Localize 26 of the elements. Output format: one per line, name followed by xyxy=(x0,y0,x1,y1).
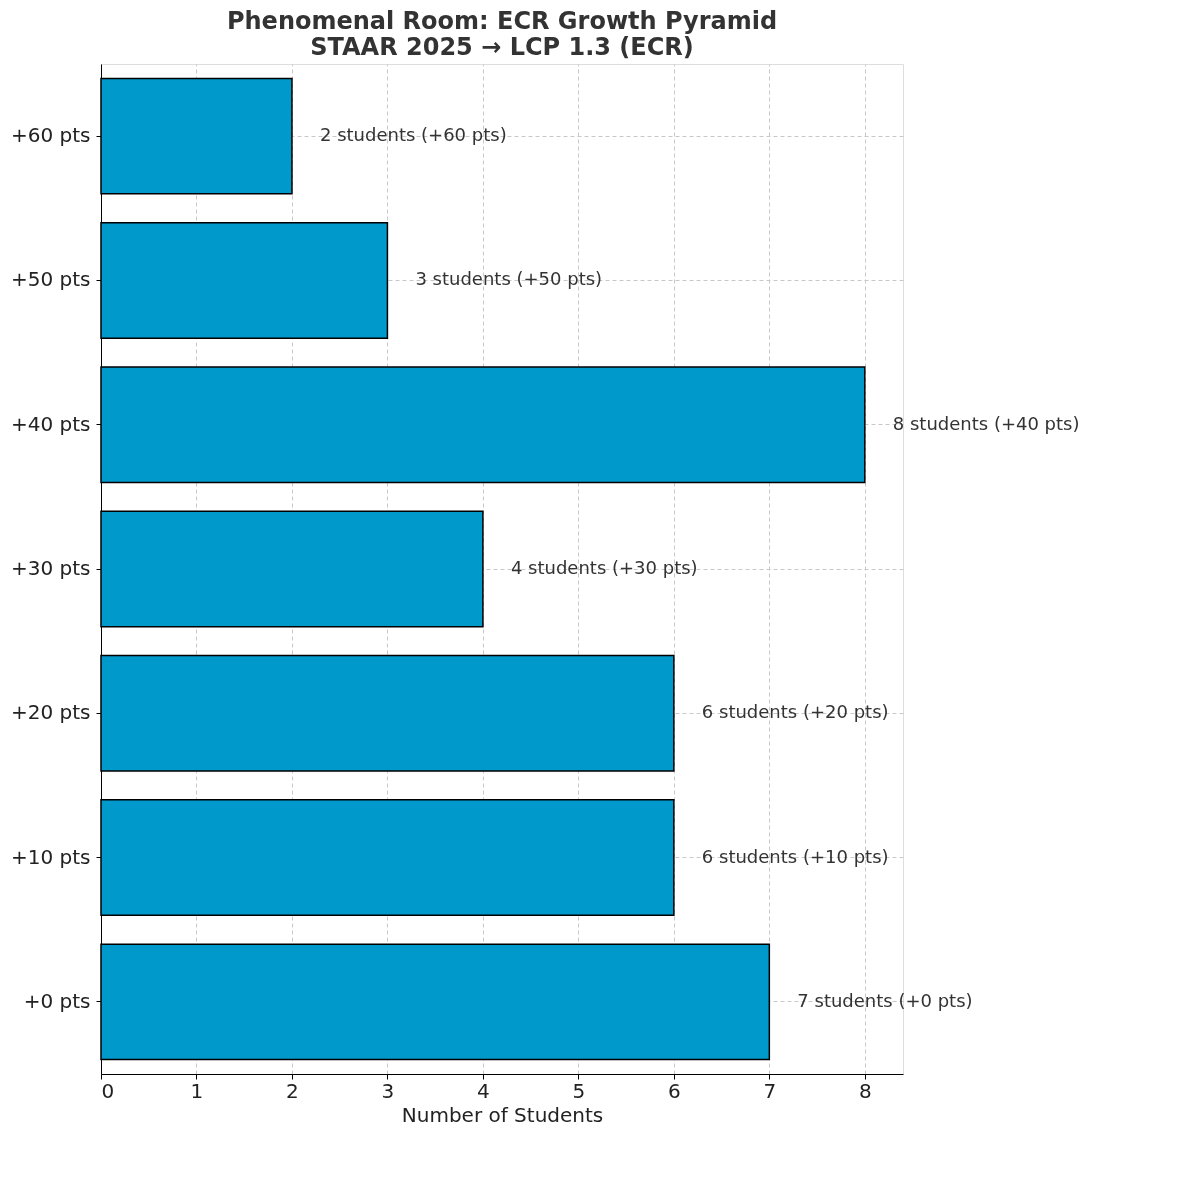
x-axis-title: Number of Students xyxy=(401,1102,604,1127)
data-label: 2 students (+60 pts) xyxy=(319,124,507,146)
x-tick-label: 3 xyxy=(381,1078,395,1103)
data-label: 6 students (+20 pts) xyxy=(701,701,889,723)
text: Phenomenal Room: ECR Growth Pyramid xyxy=(226,7,778,35)
data-label: 7 students (+0 pts) xyxy=(797,989,973,1011)
x-tick-label: 1 xyxy=(190,1078,204,1103)
x-tick-label: 0 xyxy=(101,1078,115,1103)
x-tick-label: 2 xyxy=(286,1078,299,1103)
y-tick-label: +40 pts xyxy=(10,411,91,436)
x-tick-label: 4 xyxy=(477,1078,490,1103)
y-tick-label: +20 pts xyxy=(10,700,91,725)
text: STAAR 2025 → LCP 1.3 (ECR) xyxy=(310,33,694,61)
data-label: 6 students (+10 pts) xyxy=(701,845,889,867)
x-tick-label: 5 xyxy=(572,1078,586,1103)
data-label: 4 students (+30 pts) xyxy=(510,557,698,578)
y-tick-label: +0 pts xyxy=(23,988,91,1013)
y-tick-label: +10 pts xyxy=(10,844,91,869)
data-label: 3 students (+50 pts) xyxy=(415,268,603,290)
x-tick-label: 8 xyxy=(858,1078,872,1103)
y-tick-label: +50 pts xyxy=(10,267,91,292)
y-tick-label: +60 pts xyxy=(10,123,91,148)
x-tick-label: 7 xyxy=(763,1078,777,1103)
data-label: 8 students (+40 pts) xyxy=(892,412,1080,434)
x-tick-label: 6 xyxy=(667,1078,681,1103)
y-tick-label: +30 pts xyxy=(10,556,91,580)
